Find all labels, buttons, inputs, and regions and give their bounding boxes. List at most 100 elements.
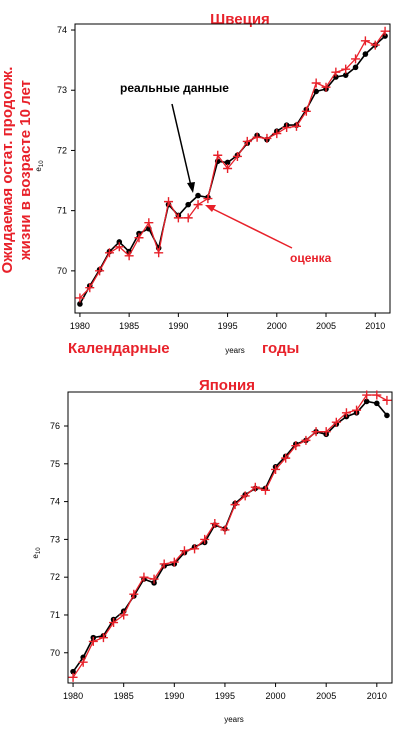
sweden-x-tick-label: 2010	[365, 321, 385, 331]
ylab-sub: 10	[39, 160, 45, 167]
sweden-y-axis-title-ru: Ожидаемая остат. продолж. жизни в возрас…	[0, 67, 34, 274]
japan-y-tick-label: 73	[50, 534, 60, 544]
sweden-fitted-point	[164, 197, 174, 207]
sweden-fitted-point	[242, 136, 252, 146]
japan-fitted-point	[250, 482, 260, 492]
japan-fitted-point	[352, 405, 362, 415]
sweden-x-axis-label: years	[225, 346, 245, 355]
japan-fitted-point	[78, 657, 88, 667]
sweden-fitted-point	[351, 54, 361, 64]
sweden-fitted-point	[311, 78, 321, 88]
sweden-y-axis-label: e10	[34, 160, 45, 172]
japan-observed-line	[72, 400, 388, 673]
sweden-fitted-point	[124, 251, 134, 261]
sweden-fitted-point	[360, 36, 370, 46]
sweden-fitted-point	[282, 123, 292, 133]
japan-y-axis-label: e10	[31, 547, 42, 559]
sweden-fitted-point	[85, 283, 95, 293]
ylab-sub: 10	[36, 547, 42, 554]
sweden-fitted-point	[370, 40, 380, 50]
real-data-annotation: реальные данные	[120, 81, 229, 95]
sweden-fitted-point	[301, 106, 311, 116]
sweden-fitted-point	[213, 150, 223, 160]
japan-fitted-point	[291, 441, 301, 451]
japan-fitted-point	[98, 633, 108, 643]
japan-y-tick-label: 70	[50, 648, 60, 658]
sweden-chart-title: Швеция	[210, 11, 270, 28]
sweden-observed-point	[77, 301, 83, 307]
ylab-e: e	[31, 554, 40, 559]
sweden-observed-point	[333, 74, 339, 80]
japan-x-tick-label: 2010	[367, 691, 387, 701]
japan-plot-frame	[67, 391, 393, 684]
sweden-fitted-point	[380, 26, 390, 36]
ylabel-line1: Ожидаемая остат. продолж.	[0, 67, 16, 274]
japan-fitted-point	[179, 546, 189, 556]
japan-observed-point	[374, 400, 380, 407]
japan-y-tick-label: 75	[50, 459, 60, 469]
sweden-fitted-point	[95, 266, 105, 276]
japan-fitted-point	[210, 519, 220, 529]
japan-x-tick-label: 2005	[316, 691, 336, 701]
sweden-y-tick-label: 70	[57, 266, 67, 276]
japan-observed-point	[384, 412, 390, 419]
real-data-arrow-head	[187, 182, 195, 193]
japan-fitted-point	[139, 572, 149, 582]
sweden-observed-point	[116, 239, 123, 245]
sweden-fitted-point	[203, 194, 213, 204]
sweden-fitted-point	[331, 67, 341, 77]
japan-fitted-line	[72, 394, 388, 678]
sweden-fitted-point	[193, 200, 203, 210]
japan-chart-title: Япония	[199, 377, 255, 394]
sweden-x-tick-label: 2005	[316, 321, 336, 331]
sweden-fitted-point	[262, 133, 272, 143]
sweden-fitted-point	[134, 233, 144, 243]
japan-fitted-point	[240, 491, 250, 501]
sweden-y-tick-label: 74	[57, 25, 67, 35]
svg-text:e10: e10	[34, 160, 45, 172]
japan-fitted-point	[159, 559, 169, 569]
japan-fitted-point	[341, 408, 351, 418]
sweden-fitted-point	[75, 293, 85, 303]
japan-fitted-point	[301, 435, 311, 445]
japan-x-tick-label: 1985	[114, 691, 134, 701]
japan-fitted-point	[68, 672, 78, 682]
japan-fitted-point	[190, 544, 200, 554]
ylabel-line2: жизни в возрасте 10 лет	[17, 80, 34, 261]
sweden-fitted-point	[252, 132, 262, 142]
sweden-y-tick-label: 72	[57, 145, 67, 155]
calendar-label: Календарные	[68, 340, 170, 357]
real-data-arrow-shaft	[171, 103, 192, 187]
sweden-fitted-point	[291, 121, 301, 131]
sweden-x-tick-label: 1990	[168, 321, 188, 331]
japan-fitted-point	[88, 636, 98, 646]
estimate-annotation: оценка	[290, 251, 332, 265]
sweden-x-tick-label: 1985	[119, 321, 139, 331]
japan-y-tick-label: 76	[50, 421, 60, 431]
sweden-fitted-line	[79, 30, 386, 299]
japan-fitted-point	[321, 427, 331, 437]
japan-x-tick-label: 1990	[164, 691, 184, 701]
sweden-observed-point	[224, 159, 231, 166]
sweden-fitted-point	[104, 248, 114, 258]
japan-fitted-point	[169, 557, 179, 567]
estimate-arrow-head	[205, 205, 216, 212]
ylab-e: e	[34, 167, 43, 172]
japan-fitted-point	[382, 395, 392, 405]
sweden-observed-point	[362, 51, 369, 57]
sweden-observed-point	[382, 33, 388, 39]
japan-fitted-point	[372, 390, 382, 400]
sweden-fitted-point	[183, 213, 193, 223]
years-ru-label: годы	[262, 340, 299, 357]
sweden-observed-point	[352, 64, 359, 71]
japan-fitted-point	[271, 464, 281, 474]
sweden-fitted-point	[144, 218, 154, 228]
japan-x-axis-label: years	[224, 715, 244, 724]
sweden-x-tick-label: 2000	[267, 321, 287, 331]
sweden-fitted-point	[114, 242, 124, 252]
sweden-fitted-point	[272, 129, 282, 139]
sweden-y-tick-label: 73	[57, 85, 67, 95]
japan-fitted-point	[311, 427, 321, 437]
japan-y-tick-label: 72	[50, 572, 60, 582]
sweden-observed-point	[195, 192, 201, 199]
